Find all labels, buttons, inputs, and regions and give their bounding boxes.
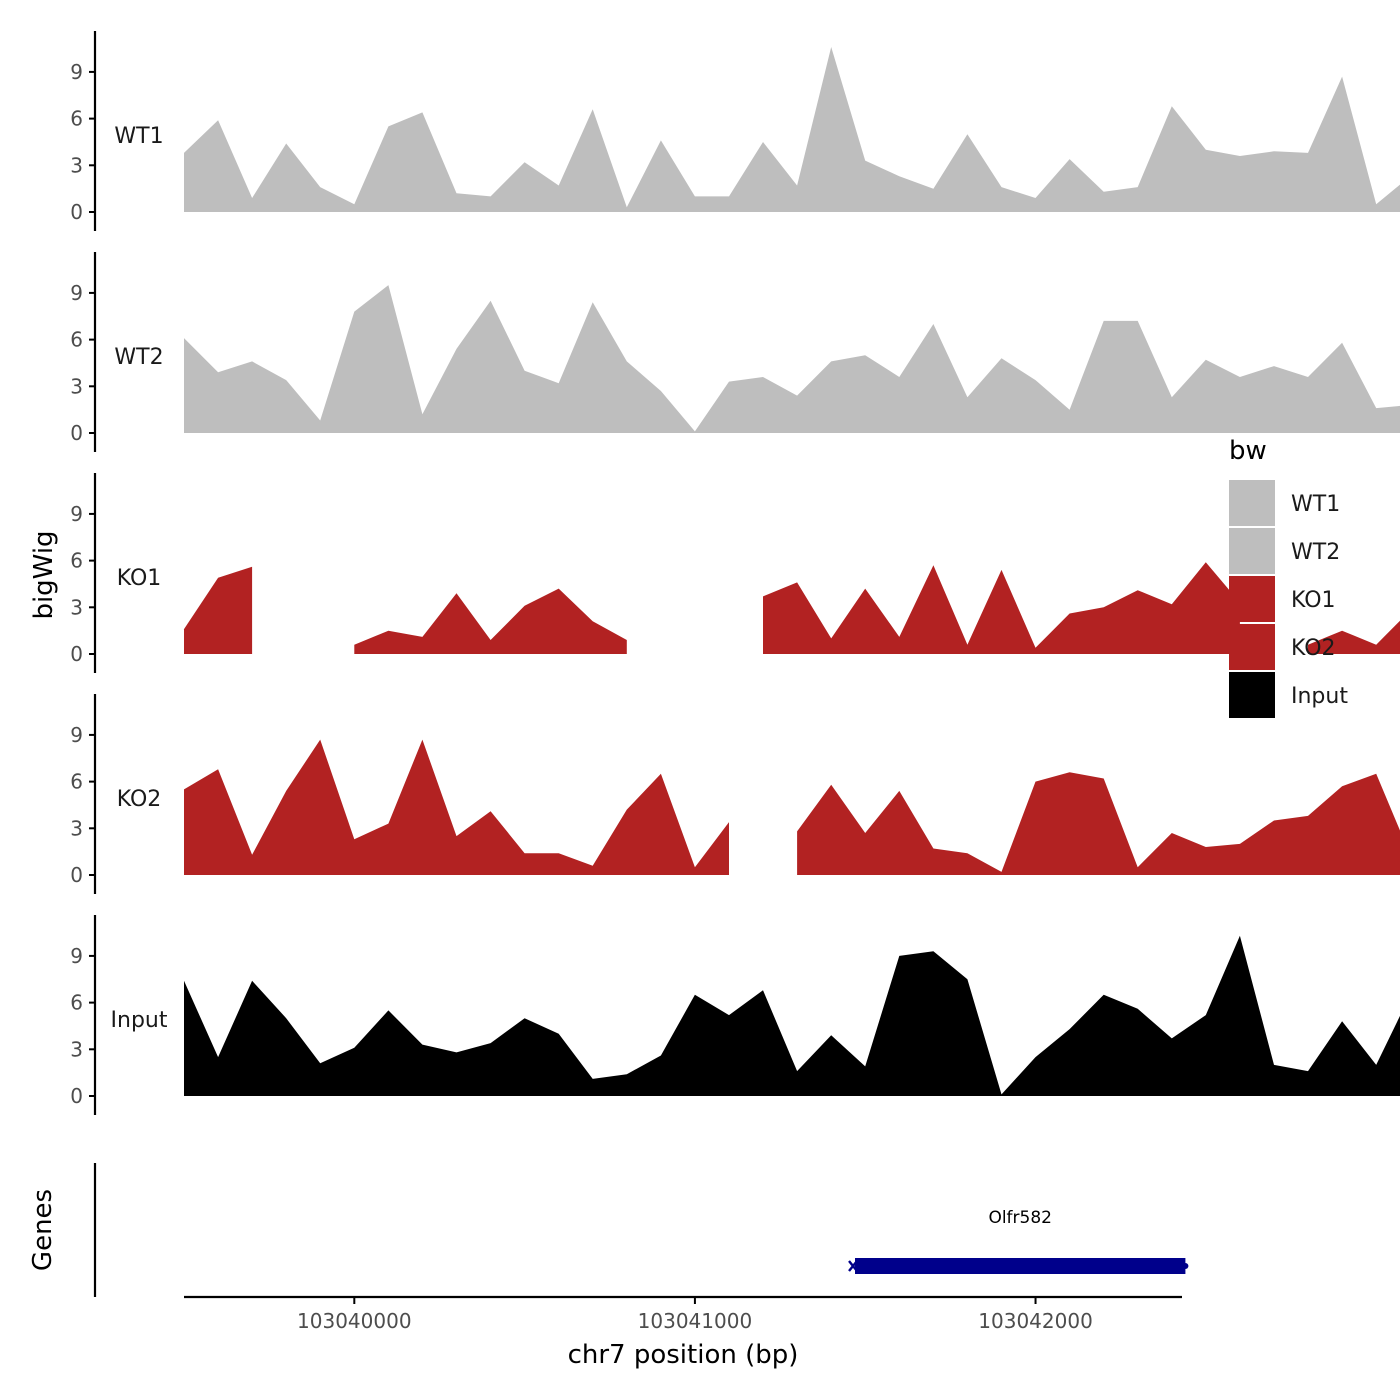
y-tick-label-input-6: 6 [70, 991, 83, 1015]
coverage-area-wt2-0 [184, 285, 1400, 433]
track-label-wt2: WT2 [114, 345, 163, 370]
legend-label-input: Input [1291, 684, 1348, 709]
track-label-input: Input [111, 1008, 168, 1033]
y-tick-label-wt2-3: 3 [70, 374, 83, 398]
gene-body-olfr582 [855, 1258, 1186, 1274]
legend-label-wt2: WT2 [1291, 540, 1340, 565]
gene-start-marker-olfr582 [848, 1260, 858, 1272]
x-tick-label-2: 103042000 [978, 1309, 1093, 1333]
legend-label-wt1: WT1 [1291, 492, 1340, 517]
coverage-area-ko1-0 [184, 566, 253, 654]
y-tick-label-input-3: 3 [70, 1037, 83, 1061]
legend-label-ko2: KO2 [1291, 636, 1336, 661]
y-tick-label-ko1-0: 0 [70, 642, 83, 666]
gene-features: Olfr582 [848, 1208, 1189, 1274]
track-label-ko2: KO2 [117, 787, 162, 812]
gene-end-marker-olfr582 [1182, 1263, 1189, 1269]
track-panel-ko2: 0 3 6 9 KO2 [70, 694, 1400, 894]
coverage-area-ko1-3 [1308, 620, 1400, 654]
track-label-wt1: WT1 [114, 124, 163, 149]
coverage-tracks: 0 3 6 9 WT1 0 3 6 9 WT2 0 3 6 9 KO1 0 3 6 9 KO2 0 3 6 9 Input [70, 31, 1400, 1115]
legend-entries: WT1 WT2 KO1 KO2 Input [1229, 480, 1348, 718]
y-tick-label-ko1-9: 9 [70, 502, 83, 526]
y-tick-label-ko1-6: 6 [70, 549, 83, 573]
y-tick-label-ko1-3: 3 [70, 595, 83, 619]
track-panel-wt1: 0 3 6 9 WT1 [70, 31, 1400, 231]
y-tick-label-ko2-0: 0 [70, 863, 83, 887]
y-tick-label-wt1-9: 9 [70, 60, 83, 84]
track-panel-wt2: 0 3 6 9 WT2 [70, 252, 1400, 452]
gene-label-olfr582: Olfr582 [988, 1208, 1052, 1228]
y-tick-label-ko2-6: 6 [70, 770, 83, 794]
y-tick-label-wt1-0: 0 [70, 200, 83, 224]
y-tick-label-ko2-9: 9 [70, 723, 83, 747]
y-tick-label-wt2-6: 6 [70, 328, 83, 352]
y-tick-label-ko2-3: 3 [70, 816, 83, 840]
legend-swatch-input [1229, 672, 1275, 718]
track-panel-ko1: 0 3 6 9 KO1 [70, 473, 1400, 673]
genes-panel: Genes Olfr582 [28, 1163, 1189, 1297]
y-tick-label-input-0: 0 [70, 1084, 83, 1108]
y-axis-title: bigWig [29, 530, 59, 619]
x-axis-ticks: 103040000 103041000 103042000 [297, 1297, 1093, 1333]
legend-swatch-wt1 [1229, 480, 1275, 526]
legend: bw WT1 WT2 KO1 KO2 Input [1229, 436, 1348, 718]
legend-swatch-wt2 [1229, 528, 1275, 574]
coverage-area-ko1-2 [763, 562, 1240, 654]
y-tick-label-wt2-0: 0 [70, 421, 83, 445]
coverage-area-ko1-1 [354, 588, 627, 654]
y-tick-label-wt1-3: 3 [70, 153, 83, 177]
x-axis-title: chr7 position (bp) [568, 1340, 799, 1370]
x-axis: 103040000 103041000 103042000 chr7 positio… [184, 1295, 1182, 1370]
legend-swatch-ko1 [1229, 576, 1275, 622]
y-tick-label-input-9: 9 [70, 944, 83, 968]
track-label-ko1: KO1 [117, 566, 162, 591]
y-tick-label-wt1-6: 6 [70, 107, 83, 131]
genes-track-title: Genes [28, 1189, 58, 1271]
legend-title: bw [1229, 436, 1267, 466]
track-panel-input: 0 3 6 9 Input [70, 915, 1400, 1115]
legend-swatch-ko2 [1229, 624, 1275, 670]
coverage-area-input-0 [184, 935, 1400, 1096]
legend-label-ko1: KO1 [1291, 588, 1336, 613]
x-tick-label-1: 103041000 [638, 1309, 753, 1333]
coverage-area-ko2-0 [184, 739, 729, 875]
coverage-area-wt1-0 [184, 47, 1400, 212]
y-tick-label-wt2-9: 9 [70, 281, 83, 305]
coverage-area-ko2-1 [797, 772, 1400, 875]
x-tick-label-0: 103040000 [297, 1309, 412, 1333]
